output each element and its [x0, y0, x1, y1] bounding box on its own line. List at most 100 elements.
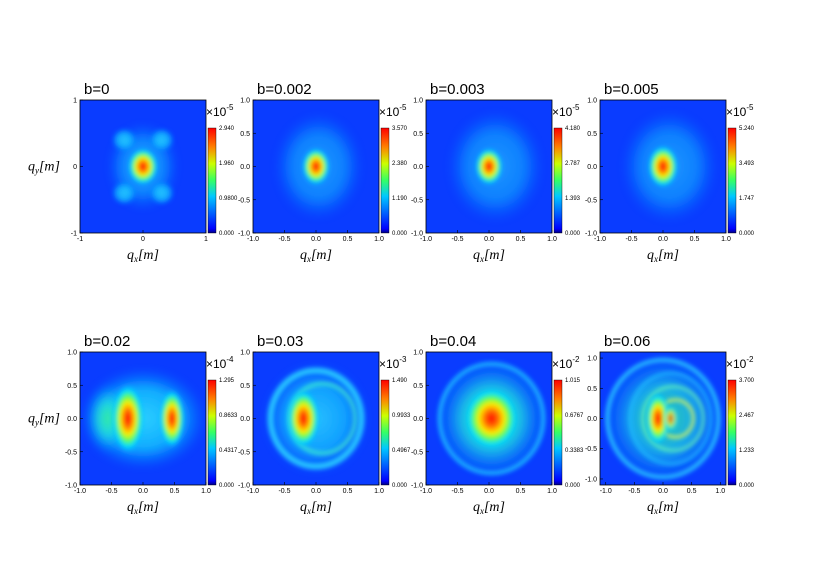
x-tick-label: 1.0	[721, 236, 731, 243]
heatmap-image	[426, 100, 552, 233]
x-tick-label: 0.5	[170, 488, 180, 495]
colorbar-tick-label: 0.000	[565, 483, 581, 489]
colorbar-tick-label: 1.190	[392, 196, 408, 202]
y-tick-label: -0.5	[585, 197, 597, 204]
colorbar-multiplier: ×10-5	[552, 103, 580, 119]
y-tick-label: 0.5	[413, 131, 423, 138]
heatmap-image	[253, 352, 379, 485]
colorbar-tick-label: 3.570	[392, 126, 408, 132]
y-tick-label: 0.0	[67, 416, 77, 423]
x-tick-label: -1	[77, 236, 83, 243]
heatmap-panel: b=0.03 -1.0 -0.5 0.0 0.5 1.0 -1.0 -0.5 0.0 0.5 1.0…	[238, 333, 411, 516]
y-tick-label: -0.5	[238, 197, 250, 204]
y-tick-label: -1.0	[238, 231, 250, 238]
x-tick-label: -0.5	[628, 488, 640, 495]
x-tick-label: 1.0	[715, 488, 725, 495]
intensity-lobe	[645, 391, 671, 446]
heatmap-image	[600, 352, 726, 485]
colorbar-multiplier-exponent: -2	[572, 355, 580, 364]
colorbar-tick-label: 1.015	[565, 378, 581, 384]
colorbar-multiplier-base: ×10	[552, 105, 573, 119]
heatmap-image	[426, 352, 552, 485]
intensity-ring	[605, 357, 721, 480]
y-tick-label: 1.0	[413, 350, 423, 357]
colorbar-multiplier: ×10-5	[206, 103, 234, 119]
colorbar-multiplier-base: ×10	[552, 357, 573, 371]
colorbar-tick-label: 5.240	[739, 126, 755, 132]
x-tick-label: -0.5	[451, 488, 463, 495]
colorbar-multiplier: ×10-5	[726, 103, 754, 119]
colorbar-tick-label: 0.6767	[565, 413, 584, 419]
y-tick-label: 0.5	[413, 383, 423, 390]
x-tick-label: 0.5	[687, 488, 697, 495]
x-axis-label: qx[m]	[473, 500, 505, 516]
intensity-lobe	[287, 389, 320, 448]
x-tick-label: 0.0	[311, 236, 321, 243]
y-tick-label: 0.0	[587, 164, 597, 171]
colorbar-multiplier-base: ×10	[206, 357, 227, 371]
heatmap-panel: b=0.02 -1.0 -0.5 0.0 0.5 1.0 -1.0 -0.5 0.0 0.5 1.0…	[28, 333, 238, 516]
y-axis-label: qy[m]	[28, 412, 60, 428]
colorbar-multiplier-exponent: -2	[746, 355, 754, 364]
colorbar-tick-label: 1.490	[392, 378, 408, 384]
x-tick-label: 1.0	[374, 488, 384, 495]
x-tick-label: 0	[141, 236, 145, 243]
colorbar-multiplier-exponent: -5	[226, 103, 234, 112]
x-tick-label: -1.0	[600, 488, 612, 495]
y-tick-label: 0.5	[240, 383, 250, 390]
colorbar-tick-label: 0.000	[392, 483, 408, 489]
intensity-lobe	[111, 181, 137, 206]
x-tick-label: -0.5	[105, 488, 117, 495]
colorbar-tick-label: 0.4317	[219, 448, 238, 454]
colorbar-multiplier: ×10-3	[379, 355, 407, 371]
intensity-lobe	[111, 127, 137, 152]
colorbar	[727, 127, 737, 234]
colorbar-multiplier-exponent: -5	[746, 103, 754, 112]
x-tick-label: 0.0	[484, 236, 494, 243]
x-axis-label: qx[m]	[647, 248, 679, 264]
x-axis-label: qx[m]	[300, 500, 332, 516]
colorbar-multiplier-exponent: -3	[399, 355, 407, 364]
x-axis-label: qx[m]	[473, 248, 505, 264]
heatmap-panel: b=0.003 -1.0 -0.5 0.0 0.5 1.0 -1.0 -0.5 0.0 0.5 1.…	[411, 81, 581, 264]
y-tick-label: 1.0	[587, 356, 597, 363]
colorbar	[553, 127, 563, 234]
heatmap-panel: b=0.04 -1.0 -0.5 0.0 0.5 1.0 -1.0 -0.5 0.0 0.5 1.0…	[411, 333, 584, 516]
colorbar-multiplier: ×10-2	[726, 355, 754, 371]
colorbar-multiplier-base: ×10	[726, 357, 747, 371]
colorbar-tick-label: 0.000	[392, 231, 408, 237]
x-tick-label: 0.5	[343, 488, 353, 495]
intensity-lobe	[463, 386, 520, 451]
panel-title: b=0	[84, 81, 109, 98]
y-tick-label: 0.5	[587, 131, 597, 138]
heatmap-panel: b=0.002 -1.0 -0.5 0.0 0.5 1.0 -1.0 -0.5 0.0 0.5 1.…	[238, 81, 408, 264]
x-tick-label: 1.0	[547, 488, 557, 495]
colorbar-tick-label: 0.8633	[219, 413, 238, 419]
panel-title: b=0.06	[604, 333, 650, 350]
x-tick-label: 0.5	[690, 236, 700, 243]
y-tick-label: 0.5	[67, 383, 77, 390]
x-axis-label: qx[m]	[647, 500, 679, 516]
intensity-lobe	[647, 145, 679, 188]
x-tick-label: -1.0	[420, 488, 432, 495]
colorbar-tick-label: 0.9933	[392, 413, 411, 419]
colorbar-tick-label: 0.000	[739, 231, 755, 237]
panel-title: b=0.002	[257, 81, 312, 98]
y-tick-label: 0.0	[587, 416, 597, 423]
colorbar-tick-label: 1.295	[219, 378, 235, 384]
colorbar	[207, 127, 217, 234]
x-tick-label: 1	[204, 236, 208, 243]
x-tick-label: 0.0	[658, 236, 668, 243]
colorbar-tick-label: 1.393	[565, 196, 581, 202]
x-tick-label: -1.0	[247, 488, 259, 495]
y-tick-label: 0.0	[413, 416, 423, 423]
intensity-ring	[628, 371, 713, 466]
y-tick-label: 1	[73, 98, 77, 105]
colorbar-tick-label: 0.000	[219, 483, 235, 489]
x-tick-label: -1.0	[247, 236, 259, 243]
x-tick-label: 1.0	[201, 488, 211, 495]
heatmap-image	[600, 100, 726, 233]
intensity-ring	[437, 361, 546, 476]
colorbar-multiplier-base: ×10	[206, 105, 227, 119]
